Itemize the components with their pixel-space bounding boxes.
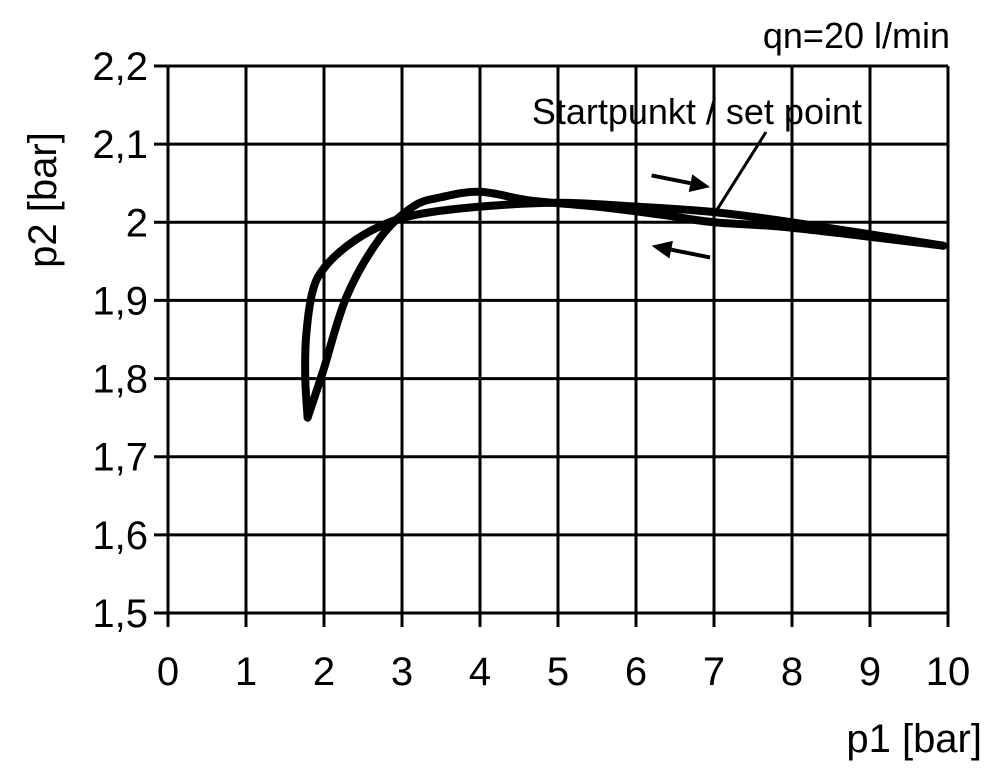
x-tick-label: 6 — [625, 650, 647, 694]
y-tick-label: 1,8 — [92, 358, 148, 402]
x-tick-label: 3 — [391, 650, 413, 694]
arrow-right-shaft — [651, 173, 691, 186]
x-tick-label: 10 — [926, 650, 971, 694]
annotations — [651, 131, 768, 260]
grid — [154, 64, 950, 627]
series-line — [301, 198, 948, 422]
x-tick-label: 8 — [781, 650, 803, 694]
y-tick-label: 2,1 — [92, 123, 148, 167]
y-tick-label: 2,2 — [92, 45, 148, 89]
y-axis-label: p2 [bar] — [21, 132, 65, 268]
arrow-right-icon — [688, 174, 711, 193]
flow-rate-annotation: qn=20 l/min — [763, 15, 950, 56]
x-tick-label: 7 — [703, 650, 725, 694]
y-tick-label: 1,9 — [92, 279, 148, 323]
y-tick-label: 1,6 — [92, 514, 148, 558]
x-tick-label: 9 — [859, 650, 881, 694]
curves — [301, 187, 948, 422]
x-tick-label: 1 — [235, 650, 257, 694]
setpoint-leader-line — [712, 131, 768, 216]
x-tick-label: 5 — [547, 650, 569, 694]
x-tick-label: 0 — [157, 650, 179, 694]
arrow-left-icon — [651, 240, 673, 259]
y-tick-label: 1,7 — [92, 436, 148, 480]
y-tick-label: 1,5 — [92, 592, 148, 636]
tick-labels: 0 1 2 3 4 5 6 7 8 9 10 1,5 1,6 1,7 1,8 1,9 2 2,1 2,2 — [92, 45, 970, 694]
setpoint-label: Startpunkt / set point — [532, 91, 862, 132]
x-tick-label: 2 — [313, 650, 335, 694]
arrow-left-shaft — [670, 247, 711, 260]
x-axis-label: p1 [bar] — [846, 717, 982, 761]
y-tick-label: 2 — [126, 201, 148, 245]
x-tick-label: 4 — [469, 650, 491, 694]
series-line — [303, 187, 948, 422]
